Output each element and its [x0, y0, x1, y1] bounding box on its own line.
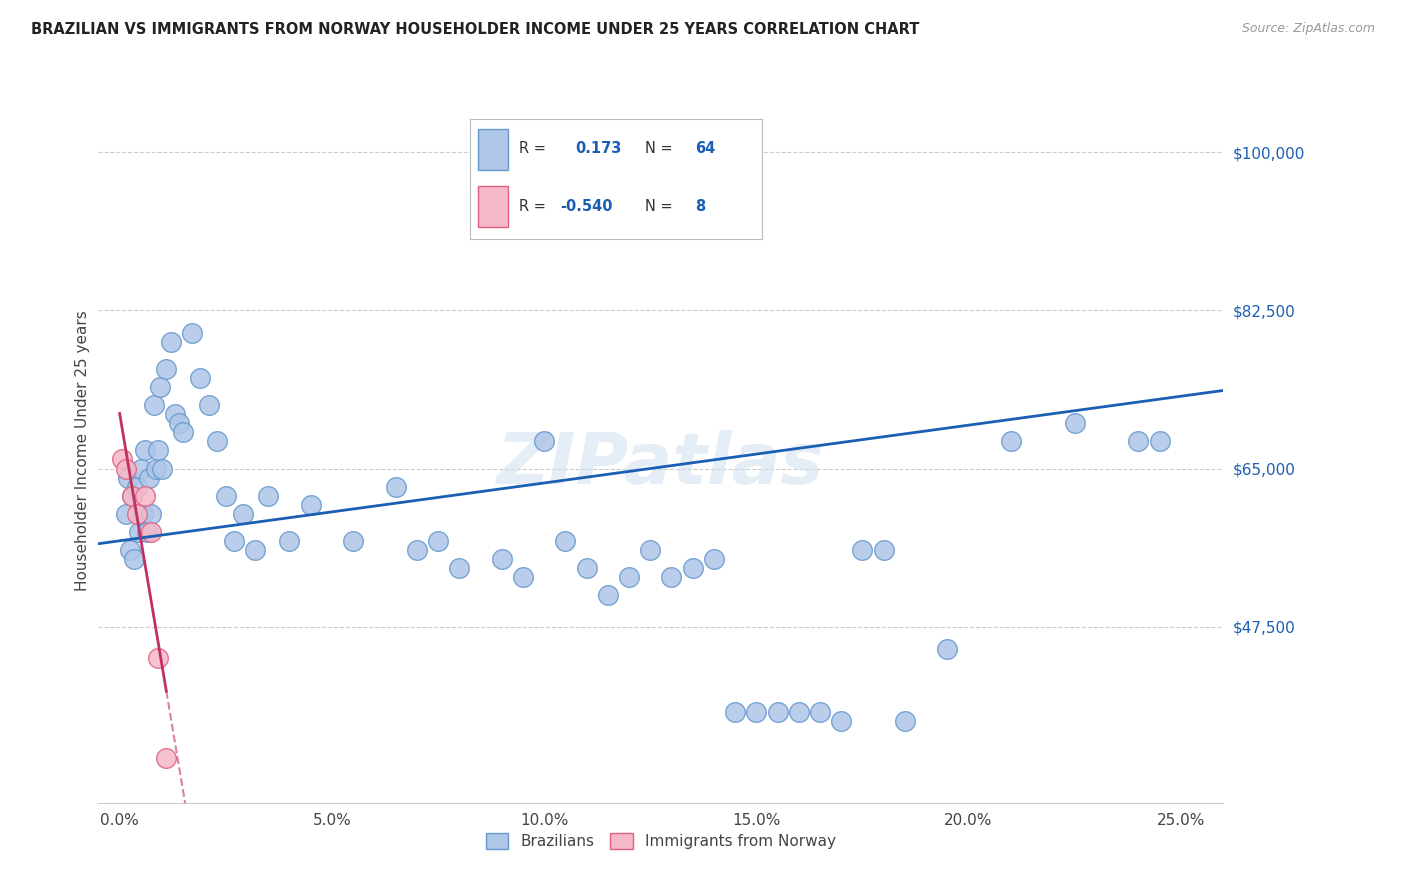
Point	[1063, 417, 1085, 431]
Point	[150, 461, 173, 475]
Point	[703, 552, 725, 566]
Point	[427, 533, 450, 548]
Text: Source: ZipAtlas.com: Source: ZipAtlas.com	[1241, 22, 1375, 36]
Point	[155, 750, 177, 764]
Point	[215, 489, 238, 503]
Point	[188, 371, 211, 385]
Point	[851, 542, 873, 557]
Point	[682, 561, 704, 575]
Point	[278, 533, 301, 548]
Point	[405, 542, 427, 557]
Point	[384, 480, 406, 494]
Point	[617, 570, 640, 584]
Text: ZIPatlas: ZIPatlas	[498, 430, 824, 499]
Point	[146, 443, 169, 458]
Point	[766, 706, 789, 720]
Point	[129, 461, 152, 475]
Point	[134, 489, 156, 503]
Point	[115, 507, 138, 521]
Point	[125, 480, 148, 494]
Point	[575, 561, 598, 575]
Text: BRAZILIAN VS IMMIGRANTS FROM NORWAY HOUSEHOLDER INCOME UNDER 25 YEARS CORRELATIO: BRAZILIAN VS IMMIGRANTS FROM NORWAY HOUS…	[31, 22, 920, 37]
Point	[138, 470, 160, 484]
Point	[1128, 434, 1150, 449]
Point	[596, 588, 619, 602]
Point	[257, 489, 280, 503]
Point	[1149, 434, 1171, 449]
Point	[661, 570, 683, 584]
Point	[491, 552, 513, 566]
Point	[163, 407, 186, 421]
Point	[117, 470, 139, 484]
Point	[224, 533, 246, 548]
Point	[245, 542, 267, 557]
Point	[232, 507, 254, 521]
Point	[136, 524, 159, 539]
Point	[830, 714, 852, 729]
Point	[121, 489, 143, 503]
Point	[145, 461, 167, 475]
Point	[111, 452, 134, 467]
Point	[1000, 434, 1022, 449]
Point	[936, 642, 959, 657]
Point	[449, 561, 471, 575]
Point	[533, 434, 555, 449]
Point	[121, 489, 143, 503]
Point	[207, 434, 229, 449]
Y-axis label: Householder Income Under 25 years: Householder Income Under 25 years	[75, 310, 90, 591]
Point	[124, 552, 146, 566]
Point	[128, 524, 150, 539]
Point	[512, 570, 534, 584]
Point	[120, 542, 142, 557]
Point	[141, 524, 163, 539]
Point	[125, 507, 148, 521]
Point	[197, 398, 219, 412]
Point	[894, 714, 917, 729]
Point	[787, 706, 810, 720]
Point	[115, 461, 138, 475]
Legend: Brazilians, Immigrants from Norway: Brazilians, Immigrants from Norway	[479, 827, 842, 855]
Point	[167, 417, 190, 431]
Point	[724, 706, 747, 720]
Point	[299, 498, 322, 512]
Point	[638, 542, 661, 557]
Point	[159, 334, 181, 349]
Point	[554, 533, 576, 548]
Point	[172, 425, 194, 440]
Point	[872, 542, 894, 557]
Point	[808, 706, 831, 720]
Point	[180, 326, 202, 340]
Point	[146, 651, 169, 665]
Point	[141, 507, 163, 521]
Point	[155, 362, 177, 376]
Point	[132, 507, 155, 521]
Point	[149, 380, 172, 394]
Point	[134, 443, 156, 458]
Point	[745, 706, 768, 720]
Point	[142, 398, 165, 412]
Point	[342, 533, 364, 548]
